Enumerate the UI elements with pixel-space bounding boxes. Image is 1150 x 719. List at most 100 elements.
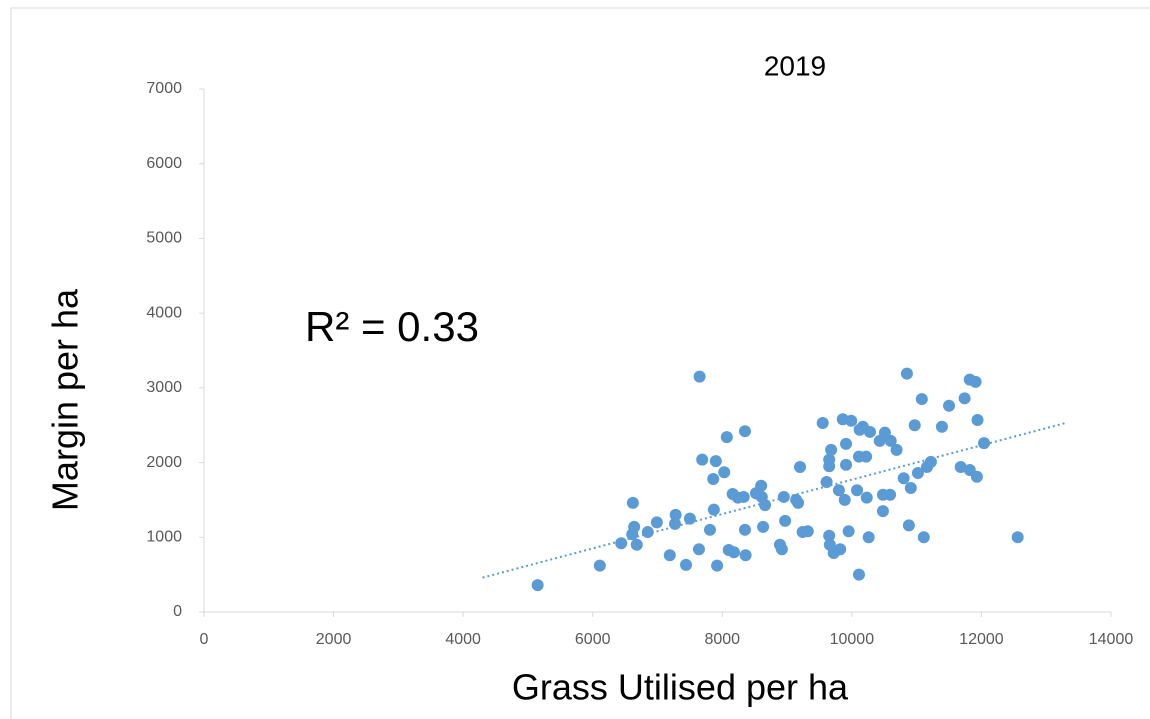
point xyxy=(904,481,917,494)
chart-frame xyxy=(10,7,1150,719)
point xyxy=(720,431,733,444)
point xyxy=(978,437,991,450)
point xyxy=(862,531,875,544)
x-tick-label: 10000 xyxy=(830,631,875,648)
point xyxy=(832,484,845,497)
y-tick-label: 4000 xyxy=(146,304,182,321)
point xyxy=(897,472,910,485)
point xyxy=(794,461,807,474)
point xyxy=(718,466,731,479)
point xyxy=(915,393,928,406)
point xyxy=(709,455,722,468)
y-tick-label: 5000 xyxy=(146,230,182,247)
point xyxy=(840,437,853,450)
point xyxy=(757,520,770,533)
point xyxy=(825,443,838,456)
chart-title: 2019 xyxy=(764,50,826,81)
point xyxy=(890,443,903,456)
x-tick-label: 8000 xyxy=(704,631,740,648)
trendline xyxy=(482,422,1066,579)
point xyxy=(680,558,693,571)
y-axis-label: Margin per ha xyxy=(45,288,86,511)
point xyxy=(816,416,829,429)
point xyxy=(1011,531,1024,544)
point xyxy=(669,508,682,521)
point xyxy=(801,525,814,538)
point xyxy=(954,461,967,474)
point xyxy=(707,503,720,516)
point xyxy=(775,543,788,556)
point xyxy=(692,543,705,556)
x-tick-label: 14000 xyxy=(1089,631,1134,648)
x-tick-label: 6000 xyxy=(575,631,611,648)
point xyxy=(834,543,847,556)
x-tick-label: 4000 xyxy=(445,631,481,648)
point xyxy=(842,525,855,538)
point xyxy=(759,499,772,512)
point xyxy=(693,370,706,383)
point xyxy=(707,473,720,486)
point xyxy=(711,559,724,572)
point xyxy=(851,484,864,497)
point xyxy=(739,549,752,562)
point xyxy=(838,493,851,506)
point xyxy=(696,453,709,466)
point xyxy=(935,420,948,433)
point xyxy=(668,517,681,530)
point xyxy=(900,367,913,380)
point xyxy=(615,537,628,550)
point xyxy=(727,546,740,559)
point xyxy=(630,538,643,551)
point xyxy=(683,512,696,525)
point xyxy=(738,425,751,438)
point xyxy=(969,375,982,388)
point xyxy=(755,479,768,492)
y-tick-label: 0 xyxy=(173,603,182,620)
point xyxy=(737,490,750,503)
point xyxy=(902,519,915,532)
point xyxy=(884,488,897,501)
point xyxy=(884,434,897,447)
point xyxy=(531,579,544,592)
point xyxy=(924,455,937,468)
point xyxy=(777,490,790,503)
y-tick-label: 2000 xyxy=(146,454,182,471)
point xyxy=(852,568,865,581)
point xyxy=(908,419,921,432)
point xyxy=(917,531,930,544)
point xyxy=(943,399,956,412)
point xyxy=(663,549,676,562)
point xyxy=(971,413,984,426)
point xyxy=(650,516,663,529)
point xyxy=(860,491,873,504)
point xyxy=(792,496,805,509)
point xyxy=(845,414,858,427)
y-tick-label: 3000 xyxy=(146,379,182,396)
x-axis-label: Grass Utilised per ha xyxy=(512,667,849,708)
point xyxy=(738,523,751,536)
x-tick-label: 12000 xyxy=(959,631,1004,648)
point xyxy=(703,523,716,536)
point xyxy=(876,505,889,518)
point xyxy=(863,425,876,438)
point xyxy=(626,528,639,541)
point xyxy=(593,559,606,572)
point xyxy=(958,392,971,405)
point xyxy=(823,460,836,473)
point xyxy=(840,458,853,471)
point xyxy=(641,526,654,539)
point xyxy=(911,467,924,480)
y-tick-label: 6000 xyxy=(146,155,182,172)
y-tick-label: 1000 xyxy=(146,529,182,546)
point xyxy=(823,529,836,542)
annotation: R² = 0.33 xyxy=(305,303,479,350)
point xyxy=(820,475,833,488)
y-tick-label: 7000 xyxy=(146,80,182,97)
x-tick-label: 0 xyxy=(200,631,209,648)
point xyxy=(970,470,983,483)
point xyxy=(779,514,792,527)
point xyxy=(626,496,639,509)
point xyxy=(860,450,873,463)
x-tick-label: 2000 xyxy=(316,631,352,648)
